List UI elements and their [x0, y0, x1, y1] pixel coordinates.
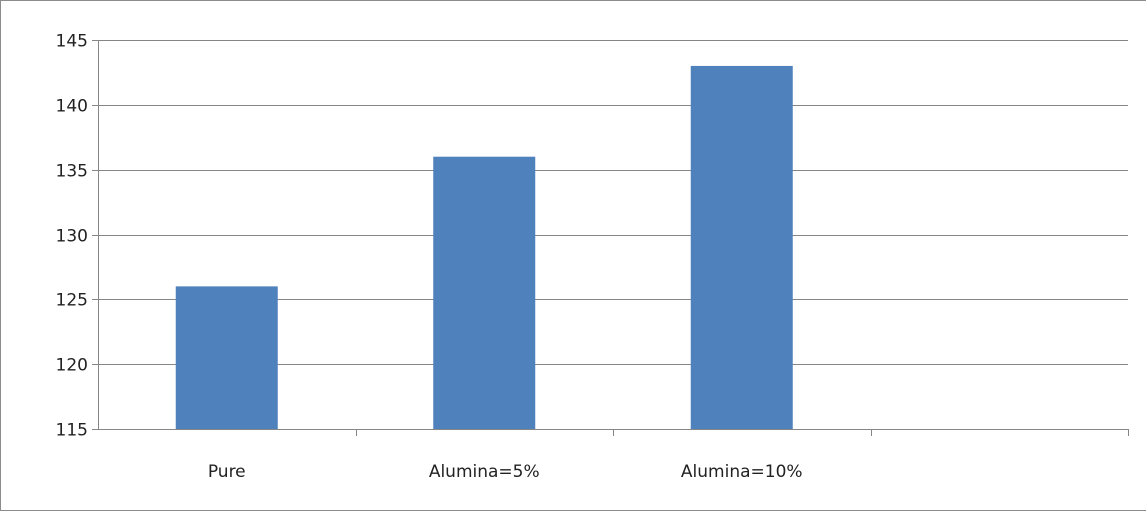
- y-tick-label: 140: [56, 97, 88, 117]
- y-tick-label: 115: [56, 421, 88, 441]
- bar-1: [175, 286, 278, 429]
- x-tick-label: Alumina=10%: [681, 462, 803, 482]
- y-tick-label: 145: [56, 32, 88, 52]
- y-tick-label: 120: [56, 356, 88, 376]
- bars: [175, 65, 793, 429]
- y-tick-label: 130: [56, 227, 88, 247]
- x-tick-labels: Pure Alumina=5% Alumina=10%: [208, 462, 803, 482]
- bar-3: [690, 65, 793, 429]
- axes: [92, 40, 1129, 436]
- x-tick-label: Pure: [208, 462, 246, 482]
- y-tick-label: 135: [56, 162, 88, 182]
- bar-2: [433, 156, 536, 429]
- y-tick-labels: 115 120 125 130 135 140 145: [56, 32, 88, 441]
- x-tick-label: Alumina=5%: [429, 462, 540, 482]
- y-tick-label: 125: [56, 291, 88, 311]
